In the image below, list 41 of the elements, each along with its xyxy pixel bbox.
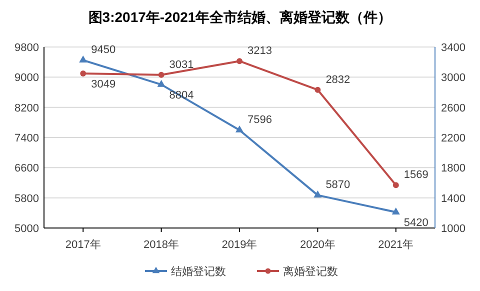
legend-label: 离婚登记数 bbox=[283, 265, 338, 278]
x-tick-label: 2019年 bbox=[222, 239, 258, 251]
chart-title: 图3:2017年-2021年全市结婚、离婚登记数（件） bbox=[88, 9, 392, 25]
data-label: 3213 bbox=[248, 45, 272, 58]
data-label: 3049 bbox=[91, 78, 116, 90]
x-tick-label: 2020年 bbox=[300, 239, 336, 251]
point bbox=[392, 208, 400, 214]
y2-tick-label: 1400 bbox=[441, 192, 466, 205]
y-tick-label: 9800 bbox=[14, 42, 39, 54]
data-label: 5420 bbox=[404, 217, 428, 230]
y2-tick-label: 2200 bbox=[441, 132, 466, 144]
data-label: 3031 bbox=[169, 58, 194, 71]
point bbox=[314, 86, 321, 93]
y-tick-label: 8200 bbox=[14, 102, 39, 114]
point bbox=[80, 70, 86, 76]
data-label: 1569 bbox=[404, 169, 428, 182]
y-tick-label: 5000 bbox=[14, 223, 39, 235]
data-label: 5870 bbox=[326, 179, 350, 192]
point bbox=[236, 58, 242, 64]
point bbox=[157, 80, 166, 87]
y-tick-label: 5800 bbox=[14, 192, 39, 205]
y-tick-label: 6600 bbox=[14, 162, 39, 175]
x-tick-label: 2018年 bbox=[144, 239, 180, 251]
y2-tick-label: 2600 bbox=[441, 102, 466, 114]
y2-tick-label: 3400 bbox=[441, 42, 466, 54]
point bbox=[235, 125, 244, 132]
x-tick-label: 2017年 bbox=[65, 239, 101, 251]
point bbox=[314, 190, 322, 198]
point bbox=[79, 56, 88, 63]
data-label: 7596 bbox=[248, 114, 272, 126]
data-label: 2832 bbox=[326, 74, 350, 86]
y-tick-label: 7400 bbox=[14, 132, 39, 144]
y2-tick-label: 1800 bbox=[441, 162, 466, 175]
x-tick-label: 2021年 bbox=[378, 239, 414, 251]
y2-tick-label: 3000 bbox=[441, 72, 466, 84]
data-label: 9450 bbox=[91, 44, 116, 56]
legend-label: 结婚登记数 bbox=[171, 265, 226, 278]
y2-tick-label: 1000 bbox=[441, 223, 466, 235]
point bbox=[158, 72, 164, 78]
y-tick-label: 9000 bbox=[14, 72, 39, 84]
point bbox=[392, 182, 399, 188]
